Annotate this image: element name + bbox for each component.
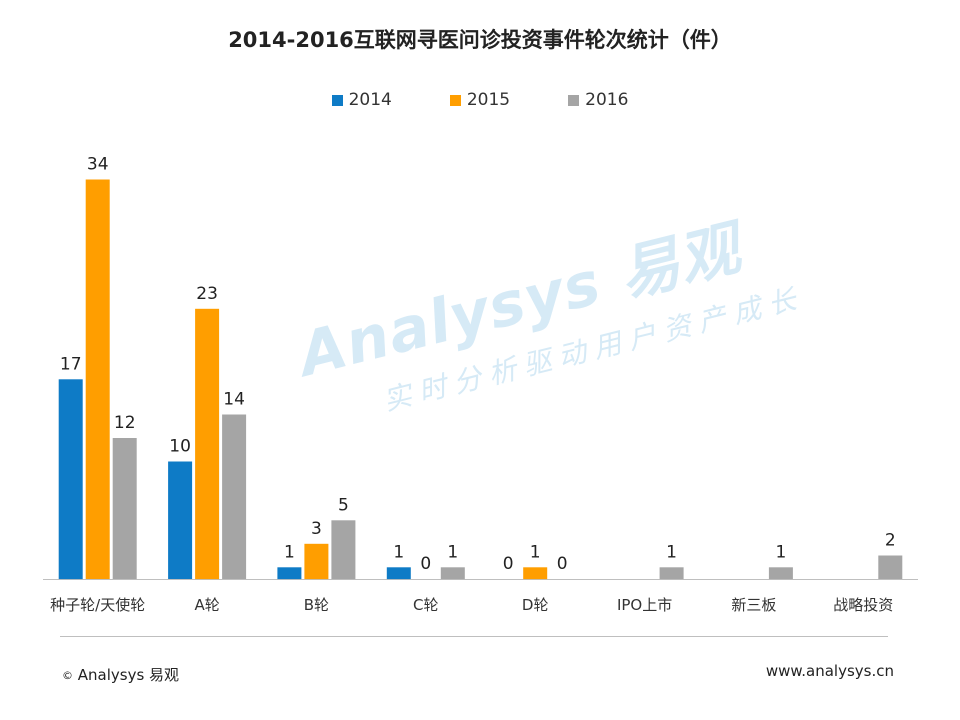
footer-brand-text: Analysys 易观 bbox=[77, 666, 180, 684]
bar-2015-0 bbox=[85, 179, 110, 579]
legend-label-2014: 2014 bbox=[348, 90, 392, 110]
data-label-2014-2: 1 bbox=[284, 542, 295, 562]
bar-2016-3 bbox=[440, 567, 465, 580]
bar-2016-0 bbox=[112, 438, 137, 579]
data-label-2015-4: 1 bbox=[530, 542, 541, 562]
copyright-symbol: © bbox=[62, 669, 73, 682]
legend-swatch-2014 bbox=[331, 94, 343, 106]
bar-2016-2 bbox=[331, 520, 356, 580]
data-label-2015-0: 34 bbox=[87, 155, 109, 175]
legend-item-2015: 2015 bbox=[449, 90, 511, 110]
bar-2016-5 bbox=[659, 567, 684, 580]
data-label-2016-3: 1 bbox=[447, 542, 458, 562]
category-label-4: D轮 bbox=[522, 596, 549, 614]
bar-2014-1 bbox=[168, 461, 193, 579]
bar-2015-1 bbox=[195, 308, 220, 580]
data-label-2014-1: 10 bbox=[169, 437, 191, 457]
legend-swatch-2015 bbox=[449, 94, 461, 106]
footer-divider bbox=[60, 636, 888, 637]
data-label-2014-0: 17 bbox=[60, 354, 82, 374]
data-label-2016-7: 2 bbox=[885, 531, 896, 551]
bar-2016-7 bbox=[878, 555, 903, 579]
bar-2015-4 bbox=[523, 567, 548, 580]
category-label-3: C轮 bbox=[413, 596, 438, 614]
bar-2015-2 bbox=[304, 543, 329, 580]
data-label-2014-3: 1 bbox=[393, 542, 404, 562]
data-label-2016-1: 14 bbox=[223, 390, 245, 410]
data-label-2016-6: 1 bbox=[775, 542, 786, 562]
category-label-6: 新三板 bbox=[731, 596, 776, 614]
data-label-2016-2: 5 bbox=[338, 495, 349, 515]
data-label-2016-5: 1 bbox=[666, 542, 677, 562]
data-label-2016-4: 0 bbox=[557, 554, 568, 574]
bar-2014-2 bbox=[277, 567, 302, 580]
legend: 2014 2015 2016 bbox=[0, 90, 960, 110]
legend-swatch-2016 bbox=[568, 94, 580, 106]
legend-item-2014: 2014 bbox=[331, 90, 392, 110]
legend-label-2015: 2015 bbox=[466, 90, 511, 110]
footer-url: www.analysys.cn bbox=[765, 662, 894, 680]
data-label-2015-1: 23 bbox=[196, 284, 218, 304]
category-label-1: A轮 bbox=[194, 596, 219, 614]
data-label-2014-4: 0 bbox=[503, 554, 514, 574]
data-label-2015-3: 0 bbox=[420, 554, 431, 574]
legend-item-2016: 2016 bbox=[568, 90, 628, 110]
data-label-2015-2: 3 bbox=[311, 519, 322, 539]
bar-2016-1 bbox=[222, 414, 247, 579]
category-label-5: IPO上市 bbox=[617, 596, 672, 614]
bar-2016-6 bbox=[768, 567, 793, 580]
category-label-2: B轮 bbox=[304, 596, 329, 614]
category-label-7: 战略投资 bbox=[833, 596, 893, 614]
data-label-2016-0: 12 bbox=[114, 413, 136, 433]
category-label-0: 种子轮/天使轮 bbox=[50, 596, 145, 614]
footer-brand: © Analysys 易观 bbox=[62, 664, 179, 685]
legend-label-2016: 2016 bbox=[585, 90, 629, 110]
bar-2014-0 bbox=[58, 379, 83, 580]
chart-title: 2014-2016互联网寻医问诊投资事件轮次统计（件） bbox=[228, 28, 732, 52]
bar-2014-3 bbox=[386, 567, 411, 580]
